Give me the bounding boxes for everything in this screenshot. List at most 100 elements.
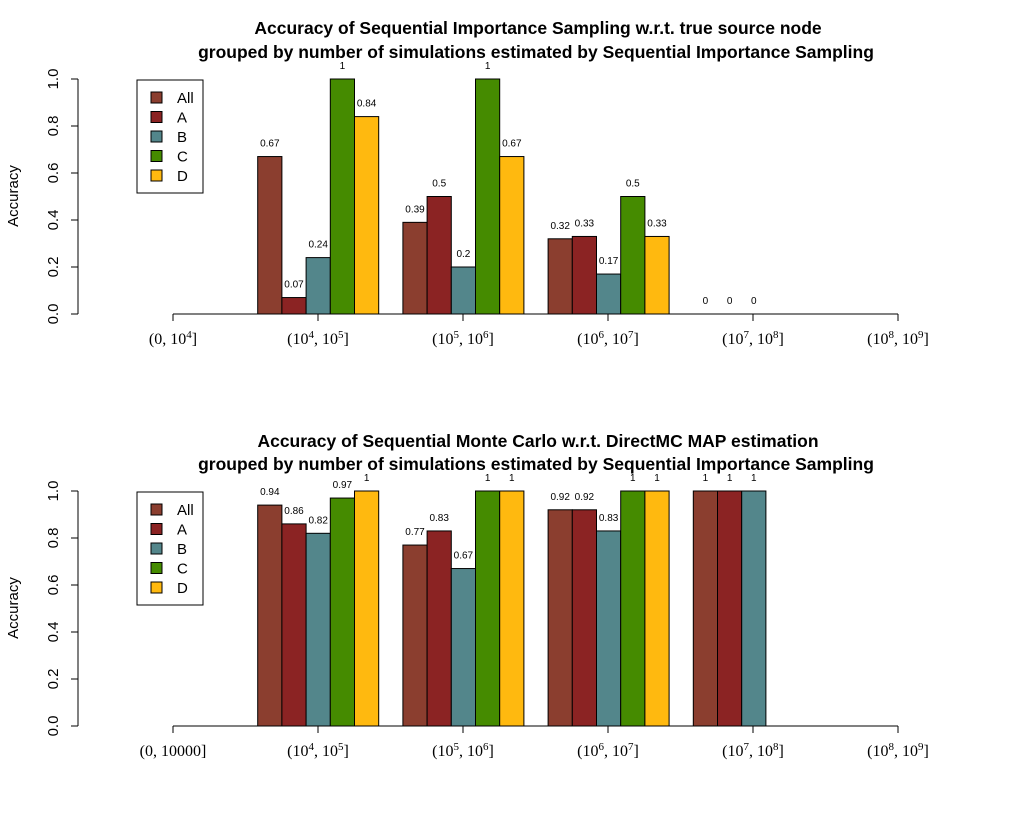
- bar-C-2: [475, 78, 501, 315]
- bar-A-3: [571, 509, 597, 727]
- data-label: 0.5: [432, 179, 446, 190]
- data-label: 0.33: [575, 218, 595, 229]
- y-tick-label: 1.0: [45, 481, 62, 502]
- bar-B-3: [596, 273, 622, 315]
- data-label: 0.67: [502, 139, 522, 150]
- y-tick-label: 0.2: [45, 257, 62, 278]
- bar-C-3: [620, 196, 646, 315]
- data-labels: 0.67 0.39 0.32 0 0.07 0.5 0.33 0 0.24 0.2 0.17 0 1 1 0…: [260, 61, 757, 307]
- data-label: 1: [509, 473, 515, 484]
- bar-A-2: [426, 530, 452, 727]
- bar-B-4: [741, 490, 767, 727]
- legend-swatch-D: [150, 169, 163, 182]
- data-label: 1: [654, 473, 660, 484]
- bar-All-3: [547, 509, 573, 727]
- x-tick-label: (0, 104]: [149, 329, 197, 348]
- data-label: 0.83: [599, 513, 619, 524]
- legend-box: [136, 79, 204, 194]
- bar-C-1: [329, 497, 355, 727]
- data-label: 0.83: [429, 513, 449, 524]
- data-label: 0: [727, 296, 733, 307]
- bar-B-1: [305, 257, 331, 315]
- x-tick-label: (107, 108]: [722, 741, 784, 760]
- y-tick-label: 0.4: [45, 622, 62, 643]
- data-label: 0.33: [647, 218, 667, 229]
- y-tick-label: 0.8: [45, 116, 62, 137]
- legend-swatch-B: [150, 130, 163, 143]
- bar-D-2: [499, 490, 525, 727]
- data-label: 0: [703, 296, 709, 307]
- chart-title-line1: Accuracy of Sequential Importance Sampli…: [254, 18, 822, 38]
- bar-D-1: [354, 116, 380, 315]
- legend-label-D: D: [177, 168, 188, 185]
- bars: [257, 78, 670, 315]
- x-tick-label: (105, 106]: [432, 329, 494, 348]
- bar-All-1: [257, 504, 283, 727]
- y-tick-label: 0.4: [45, 210, 62, 231]
- y-tick-label: 0.2: [45, 669, 62, 690]
- chart-panel-bottom: Accuracy of Sequential Monte Carlo w.r.t…: [5, 431, 929, 760]
- bar-D-3: [644, 235, 670, 315]
- data-label: 0.97: [333, 480, 353, 491]
- x-tick-label: (106, 107]: [577, 329, 639, 348]
- category-labels: (0, 10000] (104, 105] (105, 106] (106, 107]…: [140, 741, 929, 760]
- bars: [257, 490, 767, 727]
- legend-label-A: A: [177, 110, 187, 127]
- data-label: 0.86: [284, 506, 304, 517]
- bar-All-1: [257, 156, 283, 315]
- bar-B-1: [305, 532, 331, 727]
- bar-All-2: [402, 544, 428, 727]
- bar-B-2: [450, 568, 476, 727]
- legend-label-All: All: [177, 502, 194, 519]
- bar-D-3: [644, 490, 670, 727]
- data-label: 1: [485, 473, 491, 484]
- chart-title-line2: grouped by number of simulations estimat…: [198, 454, 874, 474]
- chart-panel-top: Accuracy of Sequential Importance Sampli…: [5, 18, 929, 348]
- y-tick-label: 0.0: [45, 304, 62, 325]
- legend-swatch-B: [150, 542, 163, 555]
- y-tick-label: 0.6: [45, 575, 62, 596]
- data-label: 1: [364, 473, 370, 484]
- legend-swatch-A: [150, 523, 163, 535]
- data-labels: 0.940.770.9210.860.830.9210.820.670.8310…: [260, 473, 757, 562]
- data-label: 0.67: [260, 139, 280, 150]
- legend-label-B: B: [177, 541, 187, 558]
- data-label: 0.5: [626, 179, 640, 190]
- chart-title-line2: grouped by number of simulations estimat…: [198, 42, 874, 62]
- legend-label-C: C: [177, 149, 188, 166]
- bar-A-3: [571, 235, 597, 315]
- bar-C-1: [329, 78, 355, 315]
- data-label: 0.32: [550, 221, 570, 232]
- legend-label-All: All: [177, 90, 194, 107]
- x-tick-label: (108, 109]: [867, 741, 929, 760]
- x-tick-label: (105, 106]: [432, 741, 494, 760]
- data-label: 1: [727, 473, 733, 484]
- y-tick-label: 0.8: [45, 528, 62, 549]
- legend-swatch-A: [150, 111, 163, 123]
- y-tick-label: 0.6: [45, 163, 62, 184]
- bar-B-3: [596, 530, 622, 727]
- x-tick-label: (104, 105]: [287, 741, 349, 760]
- data-label: 0.24: [308, 240, 328, 251]
- legend-label-D: D: [177, 580, 188, 597]
- data-label: 0.17: [599, 256, 619, 267]
- bar-A-2: [426, 196, 452, 315]
- data-label: 0.82: [308, 515, 328, 526]
- data-label: 1: [340, 61, 346, 72]
- legend-swatch-All: [150, 503, 163, 516]
- x-tick-label: (108, 109]: [867, 329, 929, 348]
- bar-All-2: [402, 221, 428, 315]
- data-label: 0.84: [357, 99, 377, 110]
- y-tick-label: 0.0: [45, 716, 62, 737]
- y-axis-label: Accuracy: [5, 577, 22, 639]
- legend-swatch-All: [150, 91, 163, 104]
- y-axis-label: Accuracy: [5, 165, 22, 227]
- data-label: 0.92: [550, 492, 570, 503]
- data-label: 1: [703, 473, 709, 484]
- data-label: 0.67: [454, 551, 474, 562]
- data-label: 0.92: [575, 492, 595, 503]
- data-label: 1: [630, 473, 636, 484]
- axes: 0.0 0.2 0.4 0.6 0.8 1.0: [45, 69, 899, 325]
